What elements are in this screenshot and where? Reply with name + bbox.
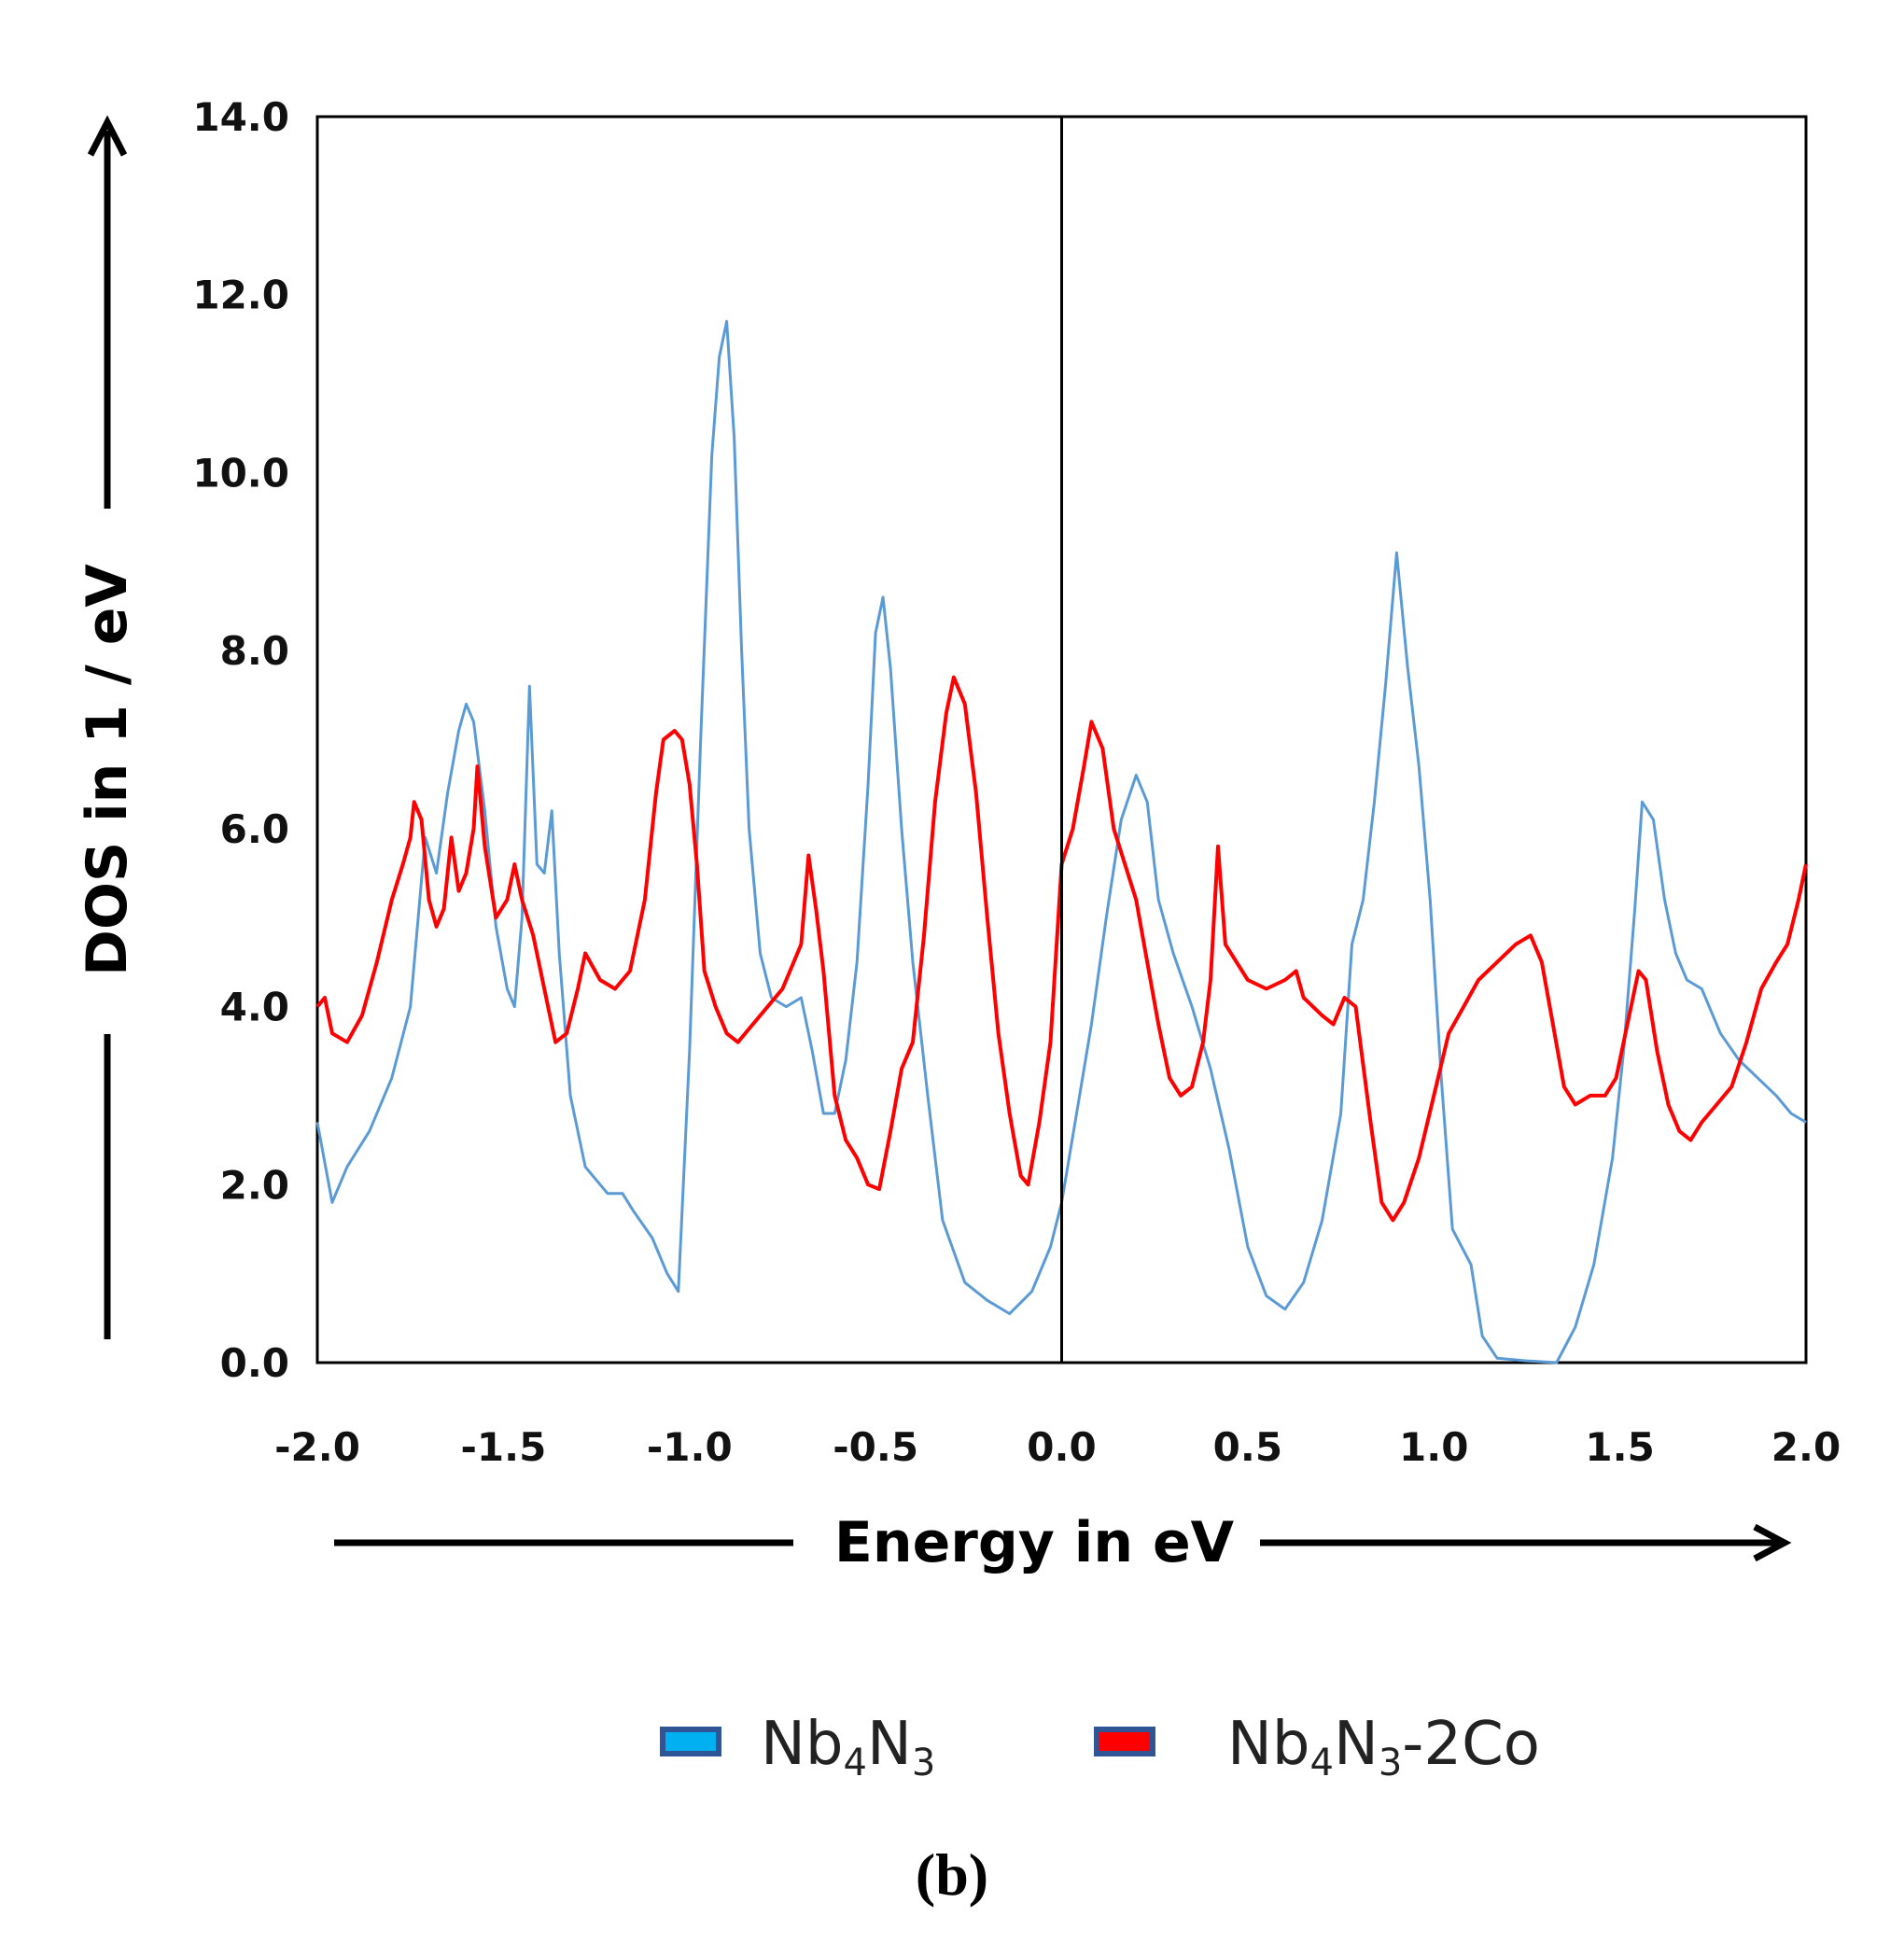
arrow-right-icon <box>1753 1523 1792 1562</box>
x-tick-label: 2.0 <box>1771 1424 1841 1470</box>
x-tick-label: 0.0 <box>1027 1424 1096 1470</box>
x-axis-title-group: Energy in eV <box>334 1510 1792 1575</box>
y-tick-label: 2.0 <box>220 1162 289 1208</box>
legend: Nb4N3 Nb4N3-2Co <box>660 1710 1540 1784</box>
y-axis-title: DOS in 1 / eV <box>75 564 140 976</box>
y-tick-label: 0.0 <box>220 1340 289 1386</box>
series-layer <box>315 319 1808 1364</box>
arrow-up-icon <box>87 115 128 157</box>
x-axis-title: Energy in eV <box>834 1510 1235 1575</box>
y-tick-label: 8.0 <box>220 628 289 674</box>
y-tick-label: 4.0 <box>220 985 289 1030</box>
x-tick-label: -0.5 <box>833 1424 918 1470</box>
x-tick-labels: -2.0 -1.5 -1.0 -0.5 0.0 0.5 1.0 1.5 2.0 <box>274 1424 1841 1470</box>
y-tick-labels: 0.0 2.0 4.0 6.0 8.0 10.0 12.0 14.0 <box>192 94 289 1386</box>
series-line-nb4n3-2co <box>315 675 1808 1223</box>
x-tick-label: -1.5 <box>460 1424 546 1470</box>
x-tick-label: -1.0 <box>647 1424 733 1470</box>
legend-label-nb4n3: Nb4N3 <box>761 1710 935 1784</box>
x-tick-label: -2.0 <box>274 1424 360 1470</box>
legend-swatch-nb4n3-2co <box>1094 1727 1155 1756</box>
y-tick-label: 12.0 <box>192 273 289 318</box>
y-tick-label: 14.0 <box>192 94 289 140</box>
legend-swatch-nb4n3 <box>660 1727 721 1756</box>
y-tick-label: 10.0 <box>192 450 289 496</box>
x-tick-label: 0.5 <box>1213 1424 1282 1470</box>
y-tick-label: 6.0 <box>220 806 289 852</box>
series-line-nb4n3 <box>315 319 1807 1364</box>
y-axis-title-group: DOS in 1 / eV <box>75 115 140 1339</box>
x-tick-label: 1.5 <box>1585 1424 1654 1470</box>
panel-label: (b) <box>916 1841 988 1908</box>
legend-label-nb4n3-2co: Nb4N3-2Co <box>1227 1710 1540 1784</box>
x-tick-label: 1.0 <box>1399 1424 1468 1470</box>
